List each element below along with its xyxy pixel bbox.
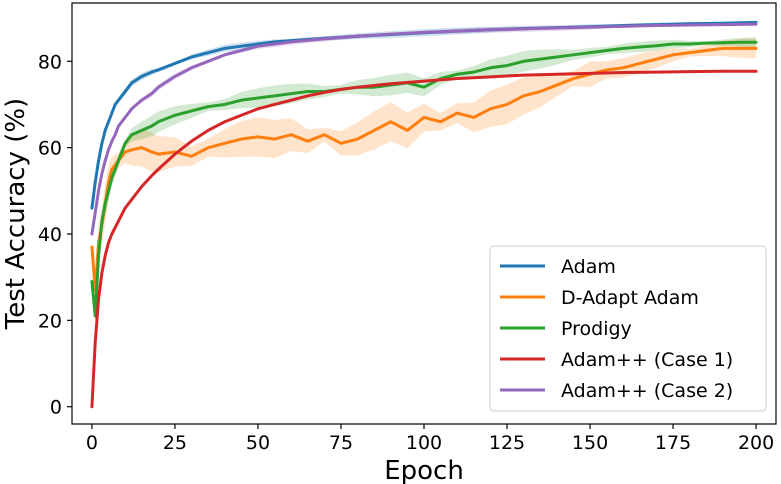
x-tick-label: 150: [572, 432, 608, 454]
legend: Adam D-Adapt Adam Prodigy Adam++ (Case 1) Ad…: [489, 245, 767, 412]
y-axis-ticks: 0 20 40 60 80: [38, 51, 72, 419]
x-tick-label: 75: [329, 432, 353, 454]
x-tick-label: 125: [489, 432, 525, 454]
legend-label-adam-case-2: Adam++ (Case 2): [561, 380, 733, 402]
variance-bands: [91, 21, 757, 408]
line-adam-case-1: [90, 69, 758, 409]
legend-label-d-adapt-adam: D-Adapt Adam: [561, 287, 699, 309]
x-tick-label: 50: [246, 432, 270, 454]
x-tick-label: 25: [163, 432, 187, 454]
y-tick-label: 40: [38, 224, 62, 246]
y-tick-label: 60: [38, 138, 62, 160]
legend-box: [489, 245, 767, 412]
x-tick-label: 175: [655, 432, 691, 454]
x-tick-label: 200: [738, 432, 774, 454]
x-axis-ticks: 0 25 50 75 100 125 150 175 200: [86, 424, 774, 454]
y-tick-label: 0: [50, 397, 62, 419]
y-tick-label: 20: [38, 310, 62, 332]
x-tick-label: 0: [86, 432, 98, 454]
line-adam-case-2: [90, 22, 758, 236]
series-lines: [90, 20, 758, 409]
line-d-adapt-adam: [90, 46, 758, 292]
band-prodigy: [91, 37, 757, 322]
y-axis-label: Test Accuracy (%): [1, 98, 31, 330]
y-tick-label: 80: [38, 51, 62, 73]
legend-label-adam-case-1: Adam++ (Case 1): [561, 349, 733, 371]
legend-label-adam: Adam: [561, 256, 616, 278]
x-tick-label: 100: [406, 432, 442, 454]
x-axis-label: Epoch: [384, 456, 464, 484]
legend-label-prodigy: Prodigy: [561, 318, 632, 340]
